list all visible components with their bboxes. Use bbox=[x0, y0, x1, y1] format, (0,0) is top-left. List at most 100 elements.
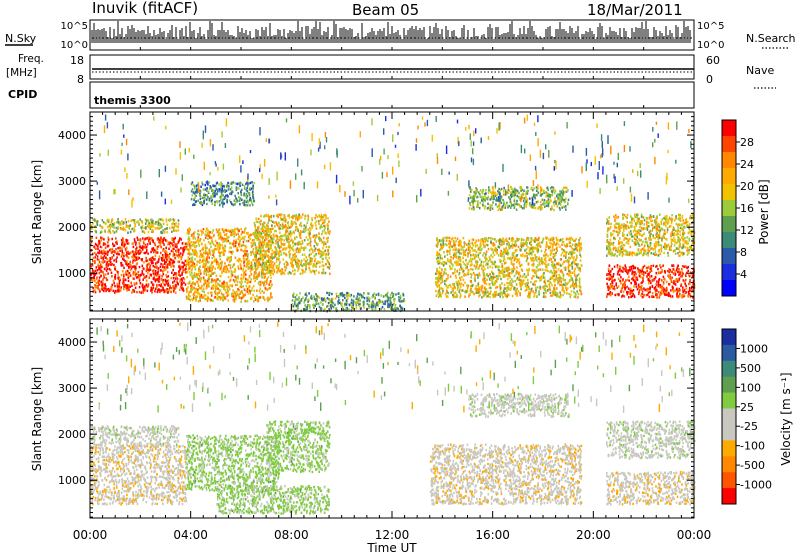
echo-cell bbox=[152, 287, 154, 291]
echo-cell bbox=[268, 257, 270, 261]
echo-cell bbox=[229, 192, 231, 195]
echo-cell bbox=[560, 277, 562, 280]
echo-cell bbox=[132, 273, 135, 276]
echo-cell bbox=[206, 246, 208, 250]
echo-cell bbox=[256, 298, 258, 301]
echo-cell bbox=[185, 242, 187, 245]
echo-cell bbox=[533, 275, 535, 278]
echo-cell bbox=[100, 236, 102, 239]
echo-cell bbox=[99, 263, 102, 266]
echo-cell bbox=[208, 236, 211, 239]
echo-cell bbox=[316, 295, 319, 298]
echo-cell bbox=[508, 245, 510, 248]
echo-cell bbox=[209, 253, 212, 256]
echo-cell bbox=[98, 249, 101, 253]
echo-cell bbox=[257, 217, 260, 221]
echo-cell bbox=[240, 277, 242, 280]
echo-cell bbox=[209, 291, 212, 295]
echo-cell bbox=[189, 253, 191, 256]
echo-cell bbox=[219, 231, 222, 235]
echo-cell bbox=[579, 259, 582, 262]
echo-cell bbox=[507, 241, 509, 244]
echo-cell bbox=[218, 228, 221, 231]
echo-cell bbox=[342, 308, 345, 311]
echo-cell bbox=[127, 220, 130, 223]
echo-cell bbox=[224, 194, 227, 198]
echo-cell bbox=[152, 264, 155, 268]
echo-cell bbox=[233, 245, 235, 248]
echo-cell bbox=[174, 277, 177, 280]
echo-cell bbox=[104, 288, 107, 291]
echo-cell bbox=[155, 227, 157, 230]
echo-cell bbox=[313, 306, 315, 309]
echo-cell bbox=[477, 239, 480, 242]
echo-cell bbox=[167, 279, 170, 282]
echo-cell bbox=[240, 267, 242, 270]
echo-cell bbox=[147, 236, 150, 239]
echo-cell bbox=[195, 295, 197, 298]
echo-cell bbox=[207, 234, 210, 237]
echo-cell bbox=[118, 282, 121, 285]
echo-cell bbox=[308, 253, 311, 256]
echo-cell bbox=[501, 255, 503, 258]
echo-cell bbox=[129, 268, 132, 272]
echo-cell bbox=[374, 297, 376, 300]
echo-cell bbox=[217, 249, 220, 252]
echo-cell bbox=[94, 269, 97, 273]
echo-cell bbox=[108, 229, 110, 232]
echo-cell bbox=[133, 221, 136, 224]
echo-cell bbox=[498, 270, 501, 274]
echo-cell bbox=[322, 257, 325, 260]
echo-cell bbox=[230, 270, 233, 273]
echo-cell bbox=[224, 228, 226, 232]
echo-cell bbox=[328, 291, 331, 295]
echo-cell bbox=[572, 251, 575, 254]
echo-cell bbox=[226, 268, 229, 271]
echo-cell bbox=[234, 244, 237, 248]
echo-cell bbox=[219, 188, 221, 191]
echo-cell bbox=[227, 236, 230, 239]
echo-cell bbox=[324, 298, 326, 302]
echo-cell bbox=[269, 247, 272, 250]
echo-cell bbox=[236, 227, 239, 230]
echo-cell bbox=[139, 245, 141, 248]
echo-cell bbox=[305, 224, 307, 227]
echo-cell bbox=[318, 237, 321, 240]
echo-cell bbox=[213, 271, 216, 274]
echo-cell bbox=[259, 287, 261, 290]
echo-cell bbox=[510, 256, 512, 260]
echo-cell bbox=[199, 269, 202, 272]
echo-cell bbox=[157, 271, 159, 274]
echo-cell bbox=[546, 285, 548, 288]
echo-cell bbox=[274, 255, 277, 258]
echo-cell bbox=[270, 269, 272, 273]
echo-cell bbox=[179, 266, 182, 269]
echo-cell bbox=[300, 299, 303, 302]
echo-cell bbox=[208, 256, 210, 259]
noise-right-tick-top: 10^5 bbox=[697, 21, 724, 32]
echo-cell bbox=[559, 276, 561, 280]
echo-cell bbox=[568, 272, 570, 275]
echo-cell bbox=[175, 272, 177, 276]
echo-cell bbox=[570, 254, 573, 257]
echo-cell bbox=[212, 272, 214, 275]
echo-cell bbox=[560, 264, 563, 267]
echo-cell bbox=[228, 250, 231, 253]
echo-cell bbox=[170, 265, 172, 268]
echo-cell bbox=[309, 260, 311, 263]
echo-cell bbox=[166, 259, 169, 262]
echo-cell bbox=[167, 263, 170, 266]
cpid-panel: CPID themis 3300 bbox=[8, 81, 695, 109]
echo-cell bbox=[162, 263, 164, 266]
echo-cell bbox=[501, 239, 504, 242]
echo-cell bbox=[439, 247, 442, 251]
echo-cell bbox=[471, 284, 473, 288]
echo-cell bbox=[294, 302, 296, 306]
echo-cell bbox=[94, 289, 96, 292]
noise-panel: N.Sky 10^5 10^0 10^5 10^0 N.Search bbox=[5, 19, 796, 51]
echo-cell bbox=[127, 279, 130, 283]
echo-cell bbox=[493, 248, 496, 252]
echo-cell bbox=[188, 230, 190, 234]
echo-cell bbox=[551, 274, 554, 278]
echo-cell bbox=[240, 285, 243, 289]
